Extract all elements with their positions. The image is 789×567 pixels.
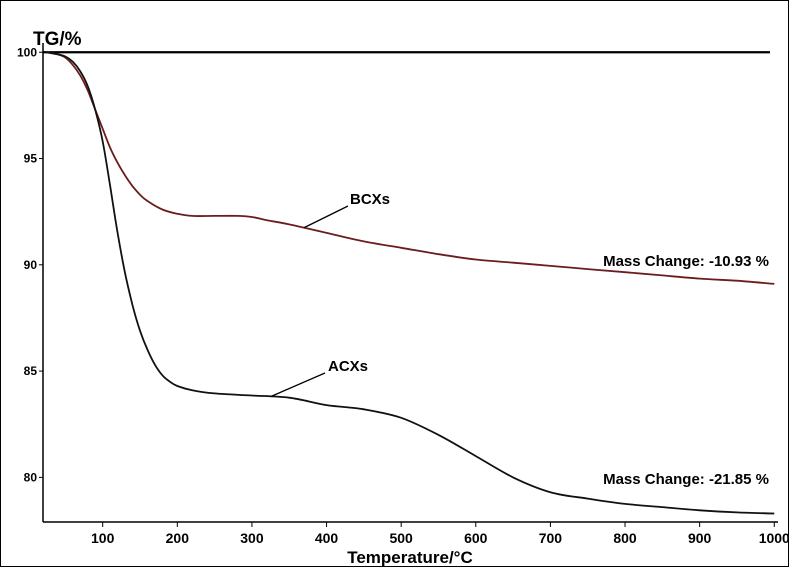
x-tick-label: 400	[315, 530, 339, 546]
x-tick-label: 500	[389, 530, 413, 546]
x-tick-label: 600	[464, 530, 488, 546]
series-label-bcxs: BCXs	[350, 191, 390, 208]
x-tick-label: 300	[240, 530, 264, 546]
y-axis-label: TG/%	[33, 29, 82, 50]
x-tick-label: 800	[613, 530, 637, 546]
axes	[42, 43, 778, 523]
y-tick-label: 85	[24, 364, 38, 378]
tick-labels: 100 200 300 400 500 600 700 800 900 1000 80 85 90 95 1…	[17, 45, 789, 546]
series-label-acxs: ACXs	[328, 358, 368, 375]
x-axis-label: Temperature/°C	[347, 548, 473, 567]
leader-line-bcxs	[303, 205, 349, 229]
series-lines	[46, 51, 775, 515]
mass-change-bcxs: Mass Change: -10.93 %	[603, 253, 769, 270]
leader-line-acxs	[270, 372, 326, 398]
series-line-acxs	[46, 51, 775, 515]
x-tick-label: 1000	[759, 530, 789, 546]
y-tick-label: 100	[17, 45, 37, 59]
x-tick-label: 900	[688, 530, 712, 546]
y-tick-label: 95	[24, 152, 38, 166]
annotations: BCXs ACXs Mass Change: -10.93 % Mass Change…	[270, 191, 769, 488]
series-line-bcxs	[46, 51, 775, 285]
mass-change-acxs: Mass Change: -21.85 %	[603, 471, 769, 488]
y-tick-label: 90	[24, 258, 38, 272]
x-tick-label: 200	[166, 530, 190, 546]
y-tick-label: 80	[24, 470, 38, 484]
x-tick-label: 700	[539, 530, 563, 546]
x-tick-label: 100	[91, 530, 115, 546]
